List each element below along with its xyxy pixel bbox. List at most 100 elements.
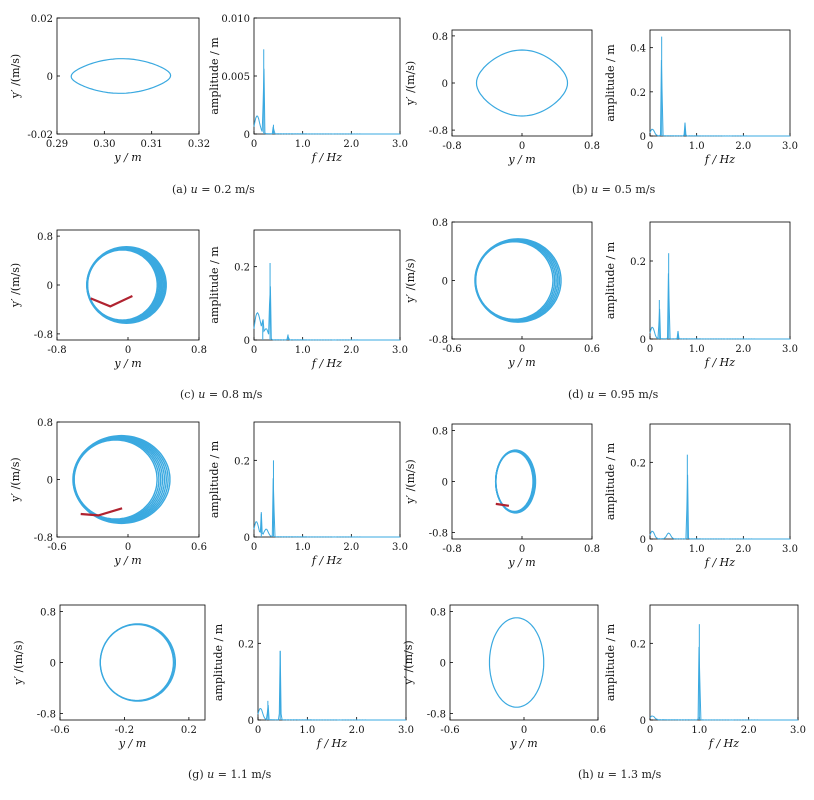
plot-frame (649, 29, 791, 137)
caption-c: (c) u = 0.8 m/s (180, 388, 263, 401)
panel-g-phase: -0.6 0 0.6 0.8 0 -0.8 y / m y′ /(m/s) (9, 418, 207, 567)
y-tick-label: 0.2 (234, 456, 250, 467)
panel-h2-spectrum: 0 1.0 2.0 3.0 0.2 0 f / Hz amplitude / m (604, 604, 806, 750)
plot-frame (451, 29, 593, 137)
y-tick-label: 0 (47, 476, 53, 487)
y-tick-label: 0.2 (630, 639, 646, 650)
x-tick-label: 3.0 (392, 345, 408, 356)
x-tick-label: 0.32 (188, 139, 210, 150)
panel-g2-phase: -0.6 -0.2 0.2 0.8 0 -0.8 y / m y′ /(m/s) (12, 604, 206, 750)
x-tick-label: 0 (251, 139, 257, 150)
y-tick-label: 0.4 (630, 44, 646, 55)
y-tick-label: 0.2 (234, 263, 250, 274)
plot-frame (449, 604, 599, 721)
x-tick-label: -0.6 (50, 725, 69, 736)
y-tick-label: -0.8 (37, 710, 56, 721)
spectrum-line (253, 478, 400, 538)
y-axis-label: y′ /(m/s) (404, 61, 417, 106)
spectrum-line (257, 650, 406, 721)
x-tick-label: 2.0 (343, 542, 359, 553)
y-axis-label: y′ /(m/s) (404, 258, 417, 303)
phase-loop (86, 245, 167, 325)
x-tick-label: 3.0 (782, 544, 798, 555)
y-tick-label: 0 (442, 277, 448, 288)
x-axis-label: f / Hz (704, 556, 735, 569)
y-tick-label: -0.8 (427, 710, 446, 721)
y-tick-label: 0.2 (630, 257, 646, 268)
y-tick-label: 0.8 (430, 607, 446, 618)
panel-a-phase: 0.29 0.30 0.31 0.32 0.02 0 -0.02 y / m y′ /(m/s) (9, 14, 210, 164)
y-tick-label: 0.2 (630, 458, 646, 469)
x-tick-label: 0.8 (584, 544, 600, 555)
y-axis-label: y′ /(m/s) (9, 54, 22, 99)
y-axis-label: y′ /(m/s) (404, 459, 417, 504)
x-tick-label: 1.0 (295, 542, 311, 553)
y-tick-label: -0.02 (27, 130, 53, 141)
caption-g: (g) u = 1.1 m/s (188, 768, 272, 781)
y-axis-label: amplitude / m (604, 241, 617, 319)
poincare-highlight (90, 295, 133, 308)
x-tick-label: 2.0 (349, 725, 365, 736)
x-tick-label: 0.29 (46, 139, 68, 150)
x-tick-label: 0 (125, 542, 131, 553)
y-axis-label: y′ /(m/s) (402, 640, 415, 685)
spectrum-line (253, 286, 400, 341)
y-tick-label: 0 (47, 281, 53, 292)
plot-frame (649, 221, 791, 340)
x-tick-label: 0.8 (584, 141, 600, 152)
plot-frame (451, 423, 593, 540)
x-axis-label: y / m (113, 357, 141, 370)
x-tick-label: 0 (251, 345, 257, 356)
x-tick-label: -0.6 (440, 725, 459, 736)
x-tick-label: 0.6 (590, 725, 606, 736)
y-axis-label: amplitude / m (208, 246, 221, 324)
panel-c-phase: -0.8 0 0.8 0.8 0 -0.8 y / m y′ /(m/s) (9, 229, 207, 370)
x-tick-label: 3.0 (398, 725, 414, 736)
panel-g-spectrum: 0 1.0 2.0 3.0 0.2 0 f / Hz amplitude / m (208, 421, 408, 567)
x-tick-label: 3.0 (790, 725, 806, 736)
y-tick-label: 0.2 (238, 639, 254, 650)
x-tick-label: 0 (519, 141, 525, 152)
x-tick-label: 2.0 (735, 544, 751, 555)
panel-d-phase: -0.6 0 0.6 0.8 0 -0.8 y / m y′ /(m/s) (404, 218, 600, 369)
caption-h: (h) u = 1.3 m/s (578, 768, 662, 781)
x-tick-label: 0 (519, 344, 525, 355)
y-tick-label: 0 (442, 79, 448, 90)
x-tick-label: 0 (647, 141, 653, 152)
y-axis-label: amplitude / m (604, 442, 617, 520)
x-tick-label: 2.0 (741, 725, 757, 736)
y-tick-label: 0 (244, 336, 250, 347)
caption-d: (d) u = 0.95 m/s (568, 388, 659, 401)
y-axis-label: y′ /(m/s) (9, 263, 22, 308)
x-tick-label: 2.0 (343, 345, 359, 356)
x-axis-label: f / Hz (316, 737, 347, 750)
x-tick-label: 0 (125, 345, 131, 356)
y-tick-label: 0.2 (630, 88, 646, 99)
y-tick-label: -0.8 (429, 126, 448, 137)
x-axis-label: f / Hz (704, 356, 735, 369)
phase-loop (99, 623, 176, 702)
x-tick-label: 0 (521, 725, 527, 736)
x-tick-label: 3.0 (392, 139, 408, 150)
y-axis-label: amplitude / m (212, 623, 225, 701)
x-tick-label: 1.0 (295, 139, 311, 150)
y-axis-label: amplitude / m (604, 623, 617, 701)
x-tick-label: 0.8 (191, 345, 207, 356)
panel-h2-phase: -0.6 0 0.6 0.8 0 -0.8 y / m y′ /(m/s) (402, 604, 606, 750)
plot-frame (649, 423, 791, 540)
plot-frame (253, 229, 401, 341)
x-tick-label: 1.0 (299, 725, 315, 736)
y-tick-label: 0 (640, 535, 646, 546)
panel-h1-spectrum: 0 1.0 2.0 3.0 0.2 0 f / Hz amplitude / m (604, 423, 798, 569)
x-tick-label: 1.0 (295, 345, 311, 356)
x-tick-label: 0.6 (191, 542, 207, 553)
x-tick-label: 1.0 (689, 544, 705, 555)
y-tick-label: 0 (442, 478, 448, 489)
y-tick-label: 0.005 (221, 72, 250, 83)
x-axis-label: f / Hz (708, 737, 739, 750)
x-axis-label: f / Hz (311, 554, 342, 567)
x-tick-label: 1.0 (689, 344, 705, 355)
x-axis-label: y / m (113, 554, 141, 567)
x-axis-label: y / m (507, 556, 535, 569)
